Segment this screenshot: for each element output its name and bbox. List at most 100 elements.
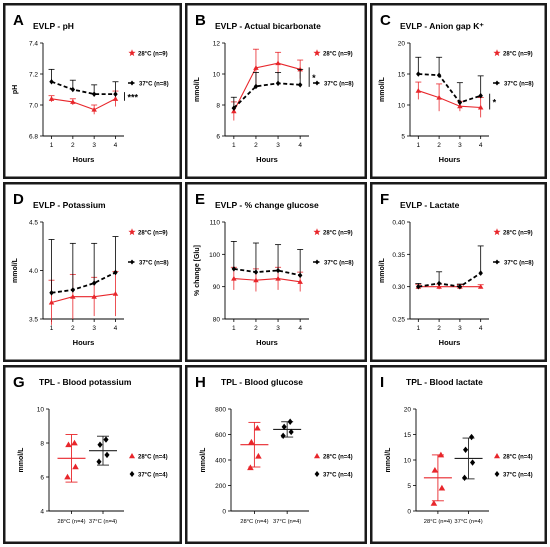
y-tick-label: 8	[216, 103, 220, 110]
legend-label: 37°C (n=4)	[138, 473, 168, 479]
x-tick-label: 2	[71, 142, 75, 149]
legend-label: 28°C (n=4)	[138, 455, 168, 461]
legend-label: 37°C (n=4)	[503, 473, 533, 479]
data-point	[48, 96, 55, 101]
x-tick-label: 3	[458, 325, 462, 332]
data-point	[112, 291, 119, 296]
panel-border	[370, 3, 547, 179]
y-tick-label: 0	[407, 509, 411, 516]
legend-diamond-icon	[315, 259, 319, 265]
data-point	[297, 279, 303, 284]
x-tick-label: 2	[437, 325, 441, 332]
panel-a: A EVLP - pH 6.8 7.0 7.2 7.4 pH 1 2 3 4 Hours 28°C (n…	[3, 3, 182, 179]
chart-title: TPL - Blood lactate	[406, 377, 483, 387]
legend-diamond-icon	[315, 80, 319, 86]
y-axis-label: % change [Glu]	[194, 245, 201, 296]
y-axis-label: mmol/L	[194, 76, 201, 102]
chart-svg-g: G TPL - Blood potassium 4 6 8 10 mmol/L 28°C (n…	[3, 365, 182, 544]
data-point	[70, 287, 76, 293]
data-point	[70, 86, 76, 93]
x-tick-label: 2	[254, 325, 258, 332]
y-tick-label: 15	[404, 432, 412, 439]
y-tick-label: 600	[215, 432, 226, 439]
y-tick-label: 8	[40, 441, 44, 448]
data-point	[248, 438, 255, 445]
y-axis-label: mmol/L	[12, 257, 19, 283]
panel-border	[370, 182, 547, 362]
data-point	[65, 441, 72, 448]
x-tick-label: 1	[417, 142, 421, 149]
x-tick-label: 28°C (n=4)	[424, 519, 452, 525]
chart-svg-i: I TPL - Blood lactate 0 5 10 15 20 mmol/L 28°C (…	[370, 365, 547, 544]
legend-star-icon	[128, 228, 136, 236]
y-tick-label: 5	[407, 483, 411, 490]
legend-star-icon	[128, 49, 136, 57]
series-line	[233, 278, 301, 283]
legend-label: 37°C (n=8)	[324, 82, 354, 88]
y-tick-label: 90	[213, 284, 221, 291]
y-tick-label: 0.25	[392, 317, 405, 324]
y-tick-label: 0.35	[392, 252, 405, 259]
panel-letter: E	[195, 191, 205, 208]
legend-diamond-icon	[129, 471, 135, 477]
y-tick-label: 10	[404, 458, 412, 465]
chart-title: EVLP - Lactate	[400, 200, 460, 210]
x-tick-label: 1	[50, 142, 54, 149]
series-line	[51, 271, 116, 294]
panel-border	[3, 365, 182, 544]
y-tick-label: 12	[213, 41, 221, 48]
chart-svg-a: A EVLP - pH 6.8 7.0 7.2 7.4 pH 1 2 3 4 Hours 28°C (n…	[3, 3, 182, 179]
panel-letter: H	[195, 374, 206, 391]
legend-label: 37°C (n=8)	[324, 261, 354, 267]
y-tick-label: 200	[215, 483, 226, 490]
y-tick-label: 6	[40, 475, 44, 482]
legend-diamond-icon	[495, 259, 499, 265]
y-tick-label: 5	[401, 134, 405, 141]
chart-title: TPL - Blood potassium	[39, 377, 132, 387]
x-tick-label: 2	[254, 142, 258, 149]
panel-i: I TPL - Blood lactate 0 5 10 15 20 mmol/L 28°C (…	[370, 365, 547, 544]
y-tick-label: 4.5	[29, 220, 38, 227]
data-point	[297, 272, 303, 279]
panel-letter: I	[380, 374, 384, 391]
data-point	[297, 82, 303, 88]
x-axis-label: Hours	[439, 155, 461, 164]
x-axis-label: Hours	[73, 338, 95, 347]
data-point	[91, 91, 97, 97]
legend-label: 28°C (n=9)	[138, 52, 168, 58]
panel-e: E EVLP - % change glucose 80 90 100 110 % chan…	[185, 182, 367, 362]
panel-letter: C	[380, 12, 391, 29]
panel-border	[3, 182, 182, 362]
series-line	[418, 90, 481, 109]
chart-svg-c: C EVLP - Anion gap K⁺ 5 10 15 20 mmol/L 1 2 3 4 Hou…	[370, 3, 547, 179]
panel-c: C EVLP - Anion gap K⁺ 5 10 15 20 mmol/L 1 2 3 4 Hou…	[370, 3, 547, 179]
data-point	[97, 441, 103, 448]
legend-label: 28°C (n=9)	[323, 231, 353, 237]
legend-diamond-icon	[494, 471, 500, 477]
series-line	[51, 80, 116, 95]
chart-svg-h: H TPL - Blood glucose 0 200 400 600 800 mmol/L 2…	[185, 365, 367, 544]
panel-letter: D	[13, 191, 24, 208]
chart-title: EVLP - Potassium	[33, 200, 106, 210]
data-point	[113, 91, 118, 97]
panel-letter: G	[13, 374, 25, 391]
data-point	[469, 433, 475, 441]
x-tick-label: 1	[232, 142, 236, 149]
data-point	[103, 436, 109, 443]
x-tick-label: 4	[114, 142, 118, 149]
data-point	[281, 423, 287, 431]
x-tick-label: 3	[92, 325, 96, 332]
legend-star-icon	[313, 49, 321, 57]
data-point	[253, 277, 259, 283]
x-axis-label: Hours	[73, 155, 95, 164]
panel-border	[3, 3, 182, 179]
x-tick-label: 2	[437, 142, 441, 149]
data-point	[416, 71, 421, 77]
y-tick-label: 0.30	[392, 284, 405, 291]
legend-diamond-icon	[130, 259, 134, 265]
y-tick-label: 20	[398, 41, 406, 48]
y-tick-label: 80	[213, 317, 221, 324]
panel-letter: A	[13, 12, 24, 29]
